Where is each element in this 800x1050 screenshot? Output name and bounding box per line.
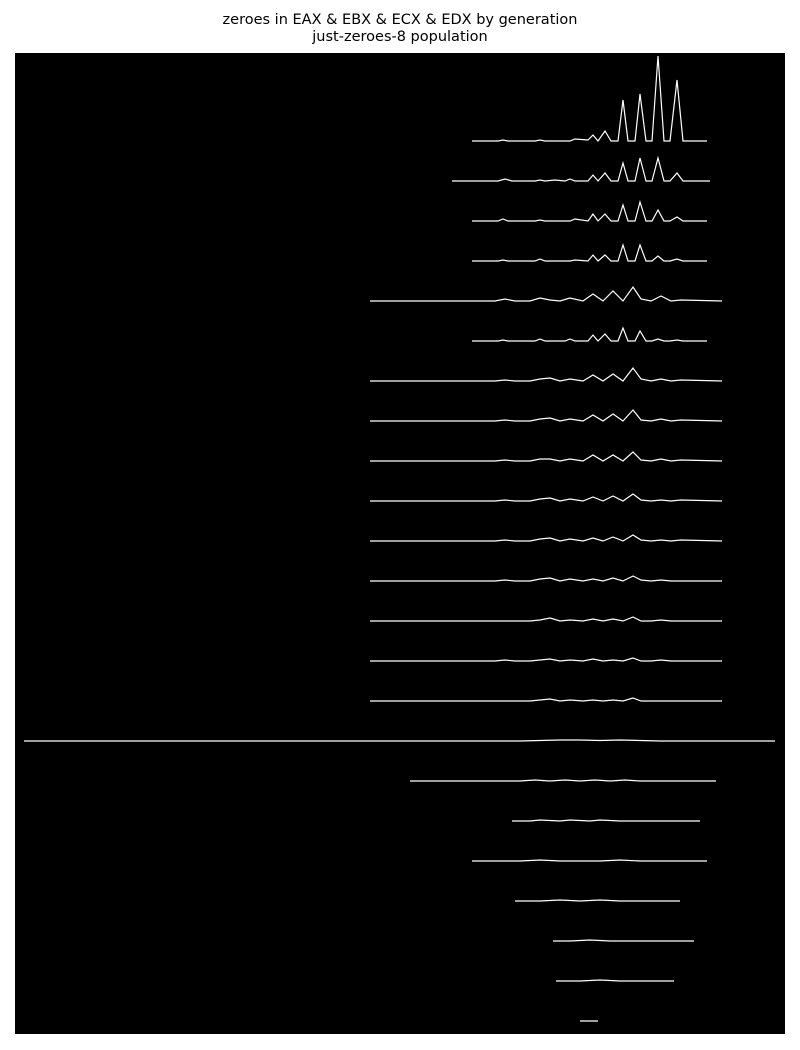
chart-subtitle: just-zeroes-8 population <box>312 29 488 45</box>
series-line-13 <box>370 616 722 622</box>
series-line-7 <box>370 366 723 382</box>
series-line-18 <box>512 819 700 822</box>
series-line-9 <box>370 451 723 462</box>
series-line-11 <box>370 534 723 542</box>
chart-title: zeroes in EAX & EBX & ECX & EDX by gener… <box>222 12 578 28</box>
series-line-8 <box>370 409 723 422</box>
series-line-2 <box>452 155 710 182</box>
series-line-16 <box>24 739 775 742</box>
series-line-21 <box>553 939 694 942</box>
series-line-14 <box>370 657 722 662</box>
series-line-5 <box>370 285 723 302</box>
series-line-17 <box>410 779 716 782</box>
series-line-20 <box>515 899 680 902</box>
series-line-3 <box>472 199 707 222</box>
series-line-10 <box>370 493 723 502</box>
series-line-1 <box>472 55 707 142</box>
series-line-19 <box>472 859 707 862</box>
series-line-12 <box>370 575 722 582</box>
series-line-22 <box>556 979 674 982</box>
series-line-6 <box>472 326 707 342</box>
series-line-4 <box>472 242 707 262</box>
series-line-15 <box>370 697 722 702</box>
plot-area <box>15 53 785 1034</box>
